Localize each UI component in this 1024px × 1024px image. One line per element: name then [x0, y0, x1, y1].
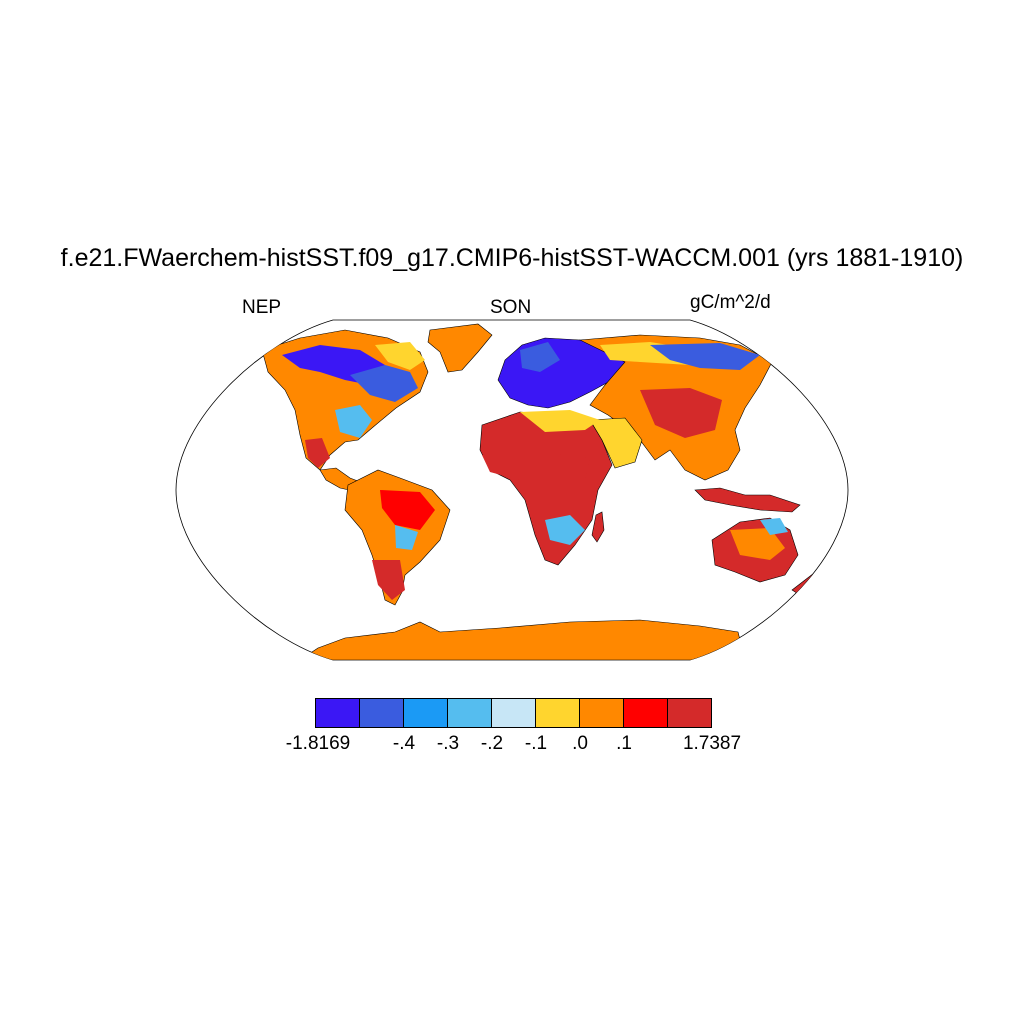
- patch-brazil-blue: [395, 525, 418, 550]
- patch-amazon: [380, 490, 435, 530]
- patch-australia-blue: [760, 518, 788, 535]
- colorbar-tick-label: .0: [572, 733, 588, 754]
- season-label: SON: [490, 297, 532, 318]
- patch-scandinavia: [520, 342, 560, 372]
- figure-title: f.e21.FWaerchem-histSST.f09_g17.CMIP6-hi…: [60, 244, 964, 272]
- colorbar: [315, 698, 712, 728]
- colorbar-box: [623, 698, 668, 728]
- colorbar-box: [491, 698, 536, 728]
- patch-siberia-blue: [650, 343, 760, 370]
- indonesia: [694, 487, 801, 513]
- arabia: [589, 417, 643, 469]
- patch-sahel: [482, 452, 590, 480]
- colorbar-tick-label: -.3: [436, 733, 460, 754]
- patch-mideast-yellow: [520, 410, 600, 432]
- patch-australia-orange: [730, 528, 785, 560]
- patch-china: [640, 388, 722, 438]
- colorbar-box: [667, 698, 712, 728]
- colorbar-tick-label: -.1: [524, 733, 548, 754]
- colorbar-tick-label: -.4: [392, 733, 416, 754]
- antarctica: [299, 619, 746, 660]
- patch-us-east: [335, 405, 372, 438]
- patch-mexico: [305, 438, 330, 468]
- greenland: [427, 323, 493, 373]
- colorbar-box: [315, 698, 360, 728]
- patch-patagonia: [372, 560, 405, 600]
- colorbar-box: [447, 698, 492, 728]
- madagascar: [591, 511, 605, 543]
- colorbar-tick-label: .1: [616, 733, 632, 754]
- variable-label: NEP: [242, 297, 282, 318]
- colorbar-box: [359, 698, 404, 728]
- colorbar-box: [535, 698, 580, 728]
- colorbar-tick-label: -.2: [480, 733, 504, 754]
- colorbar-box: [579, 698, 624, 728]
- patch-canada-yellow: [375, 342, 425, 370]
- patch-south-africa-blue: [545, 515, 585, 545]
- colorbar-box: [403, 698, 448, 728]
- patch-canada-east: [350, 365, 418, 402]
- colorbar-tick-label: 1.7387: [682, 733, 742, 754]
- units-label: gC/m^2/d: [690, 292, 771, 313]
- colorbar-tick-label: -1.8169: [285, 733, 351, 754]
- anomaly-patches: [282, 342, 788, 600]
